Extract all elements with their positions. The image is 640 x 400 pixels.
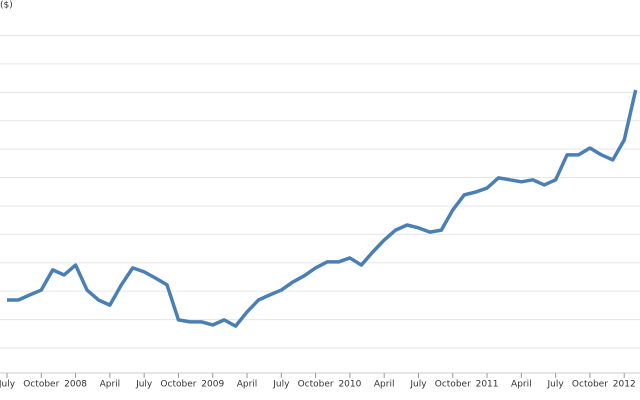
x-tick-label: July bbox=[409, 380, 427, 390]
x-tick-label: April bbox=[511, 380, 532, 390]
price-line bbox=[7, 89, 638, 328]
x-tick-label: July bbox=[0, 380, 16, 390]
x-tick-label: October bbox=[23, 380, 59, 390]
x-tick-label: 2010 bbox=[338, 380, 361, 390]
x-tick-label: 2012 bbox=[613, 380, 636, 390]
x-tick-label: October bbox=[160, 380, 196, 390]
x-tick-label: October bbox=[435, 380, 471, 390]
x-tick-label: 2009 bbox=[201, 380, 224, 390]
x-tick-label: July bbox=[272, 380, 290, 390]
y-axis-label: ($) bbox=[0, 1, 13, 11]
x-tick-label: July bbox=[135, 380, 153, 390]
x-tick-label: 2011 bbox=[476, 380, 499, 390]
x-tick-label: April bbox=[374, 380, 395, 390]
x-tick-label: July bbox=[547, 380, 565, 390]
x-tick-label: April bbox=[237, 380, 258, 390]
x-tick-label: 2008 bbox=[64, 380, 87, 390]
x-tick-label: April bbox=[100, 380, 121, 390]
x-tick-label: October bbox=[298, 380, 334, 390]
x-tick-label: October bbox=[572, 380, 608, 390]
